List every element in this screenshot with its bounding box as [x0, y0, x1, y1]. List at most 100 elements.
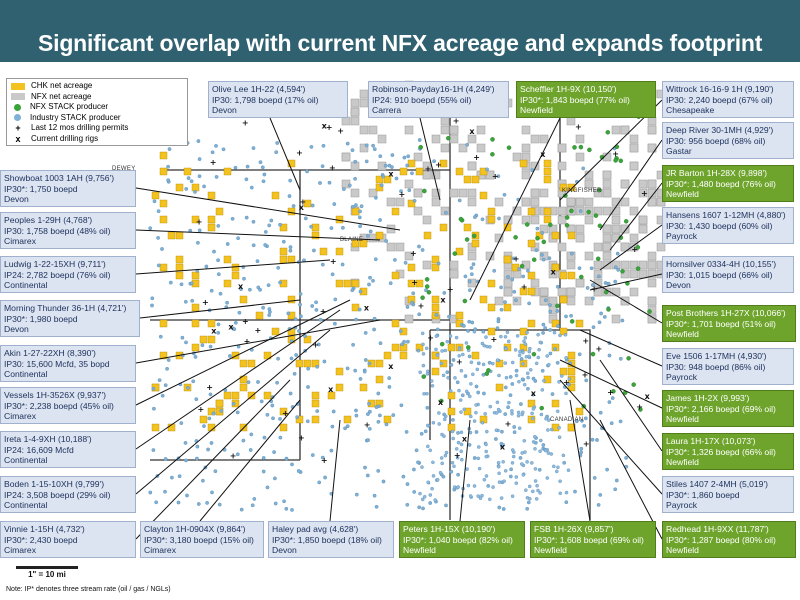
industry-dot: [556, 324, 560, 329]
nfx-block: [431, 134, 441, 144]
chk-block: [543, 159, 552, 168]
industry-dot: [561, 453, 566, 458]
industry-dot: [524, 488, 528, 492]
leader-line: [599, 139, 663, 231]
nfx-block: [620, 197, 630, 207]
nfx-block: [422, 161, 432, 171]
industry-dot: [494, 437, 498, 441]
industry-dot: [288, 245, 293, 249]
industry-dot: [401, 474, 406, 479]
industry-dot: [484, 454, 489, 459]
nfx-dot: [539, 405, 544, 411]
chk-block: [351, 239, 360, 248]
industry-dot: [421, 363, 426, 368]
industry-dot: [564, 391, 568, 396]
chk-block: [175, 255, 184, 264]
chk-block: [543, 175, 552, 184]
nfx-block: [575, 278, 585, 288]
industry-dot: [315, 364, 320, 369]
nfx-block: [611, 224, 621, 234]
nfx-dot: [618, 158, 624, 164]
industry-dot: [439, 456, 444, 460]
industry-dot: [148, 490, 153, 495]
industry-dot: [183, 441, 188, 445]
industry-dot: [362, 369, 367, 374]
industry-dot: [497, 471, 501, 476]
chk-block: [527, 287, 536, 296]
nfx-swatch: [11, 93, 25, 101]
industry-dot: [189, 281, 194, 286]
industry-dot: [298, 292, 303, 296]
industry-dot: [513, 348, 518, 352]
chk-block: [335, 279, 344, 288]
industry-dot: [485, 429, 489, 434]
industry-dot: [520, 377, 525, 382]
industry-dot: [379, 183, 384, 188]
industry-dot: [574, 419, 579, 424]
industry-dot: [569, 313, 573, 318]
industry-dot: [476, 390, 481, 395]
industry-dot: [267, 307, 272, 311]
industry-dot: [233, 165, 238, 170]
nfx-block: [440, 125, 450, 135]
permit-mark: +: [641, 189, 648, 198]
chk-block: [199, 415, 208, 424]
chk-block: [327, 391, 336, 400]
nfx-dot: [541, 239, 547, 245]
nfx-block: [602, 233, 612, 243]
industry-dot: [510, 382, 515, 386]
callout-fsb: FSB 1H-26X (9,857') IP30*: 1,608 boepd (6…: [530, 521, 656, 558]
industry-dot: [536, 488, 540, 493]
industry-dot: [189, 179, 194, 184]
industry-dot: [497, 505, 502, 510]
drilling-permit-marks: x+++x+++x+++x+++x+++x+++x+++x+++x+++x+++…: [196, 104, 651, 465]
industry-dot: [523, 336, 528, 340]
industry-dot: [463, 374, 468, 378]
industry-dot: [519, 402, 523, 406]
nfx-block: [512, 269, 522, 279]
industry-dot: [620, 318, 625, 323]
industry-dot: [502, 192, 507, 197]
chk-block: [455, 311, 464, 320]
industry-dot: [566, 468, 571, 472]
industry-dot: [527, 301, 531, 306]
industry-dot: [151, 386, 156, 391]
chk-block: [375, 375, 384, 384]
industry-dot: [536, 332, 540, 337]
industry-dot: [403, 260, 408, 265]
industry-dot: [497, 216, 501, 221]
plus-icon: +: [15, 123, 21, 133]
chk-block: [575, 407, 584, 416]
nfx-block: [584, 296, 594, 306]
leader-line: [135, 299, 351, 406]
nfx-dot: [635, 266, 641, 271]
industry-dot: [378, 218, 382, 222]
nfx-block: [575, 152, 585, 162]
nfx-dot: [586, 209, 591, 215]
industry-dot: [592, 476, 597, 480]
industry-dot: [555, 469, 559, 474]
industry-dot: [248, 287, 252, 292]
industry-dot: [495, 358, 500, 362]
nfx-block: [440, 206, 450, 216]
industry-dot: [516, 414, 521, 418]
industry-dot: [422, 494, 427, 499]
industry-dot: [445, 339, 450, 344]
industry-dot: [405, 482, 410, 486]
permit-mark: +: [242, 118, 249, 127]
nfx-block: [386, 197, 396, 207]
industry-dot: [457, 347, 462, 351]
nfx-dot: [569, 319, 575, 324]
industry-dot: [447, 314, 451, 319]
industry-dot: [258, 160, 263, 165]
permit-mark: +: [300, 198, 307, 207]
nfx-dot: [524, 222, 530, 227]
industry-dot: [615, 251, 620, 256]
nfx-block: [368, 125, 378, 135]
industry-dot: [448, 334, 453, 338]
industry-dot: [197, 228, 202, 233]
nfx-dot: [462, 298, 468, 304]
industry-dot: [517, 379, 521, 384]
industry-dot: [288, 391, 293, 396]
industry-dot: [526, 268, 530, 273]
